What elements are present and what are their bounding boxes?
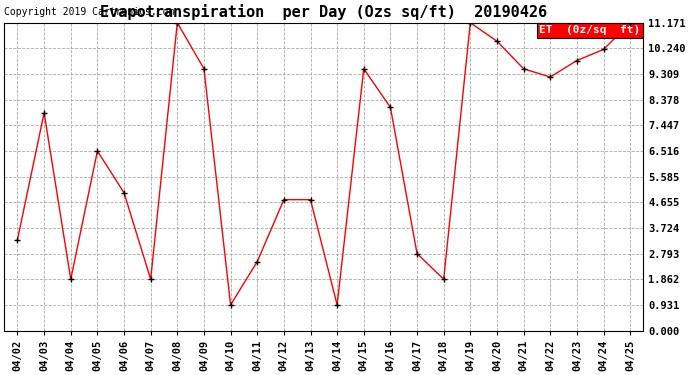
Text: ET  (0z/sq  ft): ET (0z/sq ft) (540, 26, 641, 36)
Text: Copyright 2019 Cartronics.com: Copyright 2019 Cartronics.com (4, 7, 175, 16)
Title: Evapotranspiration  per Day (Ozs sq/ft)  20190426: Evapotranspiration per Day (Ozs sq/ft) 2… (100, 4, 547, 20)
